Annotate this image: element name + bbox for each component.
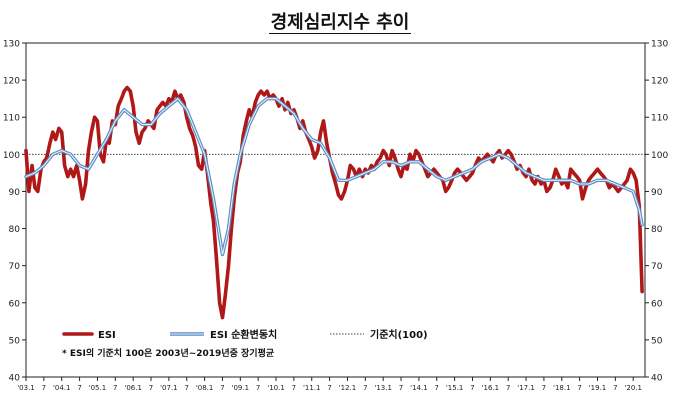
chart-title-text: 경제심리지수 추이 [268,12,412,34]
x-tick-label: 7 [399,384,403,392]
x-tick-label: '05.1 [89,384,107,392]
y-tick-label-left: 80 [9,225,21,235]
x-tick-label: 7 [363,384,367,392]
x-tick-label: '11.1 [303,384,321,392]
x-tick-label: '18.1 [553,384,571,392]
x-tick-label: '15.1 [446,384,464,392]
y-tick-label-right: 80 [651,225,663,235]
legend-reference-label: 기준치(100) [370,328,428,341]
x-tick-label: 7 [220,384,224,392]
series-esi-line [24,85,644,320]
x-tick-label: '14.1 [410,384,428,392]
x-tick-label: 7 [184,384,188,392]
x-tick-label: '13.1 [374,384,392,392]
x-tick-label: 7 [613,384,617,392]
x-tick-label: '20.1 [624,384,642,392]
x-tick-label: '04.1 [53,384,71,392]
x-tick-label: '17.1 [517,384,535,392]
y-tick-label-right: 110 [651,114,668,124]
x-tick-label: 7 [292,384,296,392]
x-tick-label: '08.1 [196,384,214,392]
x-tick-label: '09.1 [232,384,250,392]
y-tick-label-left: 120 [3,77,20,87]
x-tick-label: 7 [577,384,581,392]
x-tick-label: '06.1 [124,384,142,392]
series-cyclical-line-inner [25,98,643,256]
y-tick-label-right: 50 [651,336,663,346]
legend-esi-label: ESI [98,330,116,341]
x-tick-label: 7 [113,384,117,392]
x-tick-label: '19.1 [589,384,607,392]
x-tick-label: 7 [256,384,260,392]
legend-cyclical-label: ESI 순환변동치 [210,328,277,341]
x-tick-label: '03.1 [17,384,35,392]
x-tick-label: '07.1 [160,384,178,392]
x-tick-label: '12.1 [339,384,357,392]
y-tick-label-left: 130 [3,40,20,50]
x-tick-label: '16.1 [482,384,500,392]
x-tick-label: 7 [435,384,439,392]
y-tick-label-right: 40 [651,374,663,384]
y-tick-label-left: 90 [9,188,21,198]
y-tick-label-right: 100 [651,151,668,161]
x-tick-label: 7 [506,384,510,392]
x-tick-label: 7 [149,384,153,392]
y-tick-label-left: 70 [9,262,21,272]
y-tick-label-left: 50 [9,336,21,346]
y-tick-label-right: 120 [651,77,668,87]
y-tick-label-right: 130 [651,40,668,50]
x-tick-label: 7 [42,384,46,392]
x-tick-label: 7 [542,384,546,392]
y-tick-label-right: 60 [651,299,663,309]
y-tick-label-right: 70 [651,262,663,272]
y-tick-label-left: 100 [3,151,20,161]
chart-note: * ESI의 기준치 100은 2003년~2019년중 장기평균 [62,347,275,359]
x-tick-label: 7 [327,384,331,392]
chart-title: 경제심리지수 추이 [0,8,680,34]
y-tick-label-left: 40 [9,374,21,384]
x-tick-label: '10.1 [267,384,285,392]
x-tick-label: 7 [77,384,81,392]
y-tick-label-left: 110 [3,114,20,124]
plot-frame [25,42,646,378]
y-tick-label-left: 60 [9,299,21,309]
x-tick-label: 7 [470,384,474,392]
y-tick-label-right: 90 [651,188,663,198]
